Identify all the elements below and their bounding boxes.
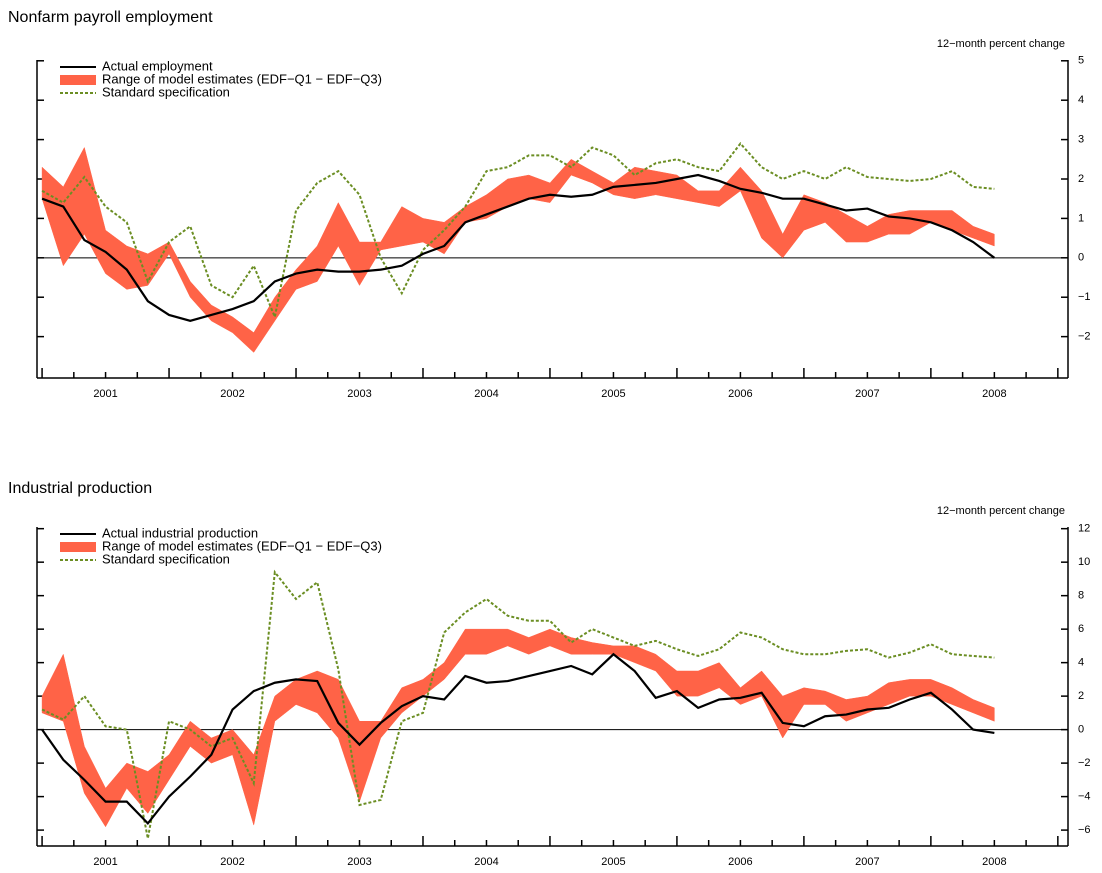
standard-line xyxy=(41,569,995,839)
legend-label: Range of model estimates (EDF−Q1 − EDF−Q… xyxy=(102,71,382,86)
x-tick-label: 2008 xyxy=(982,388,1006,400)
legend-label: Actual employment xyxy=(102,58,213,73)
actual-line xyxy=(41,173,996,323)
plot-area xyxy=(37,141,1068,353)
y-tick-label: 3 xyxy=(1078,134,1084,146)
range-band xyxy=(41,628,995,828)
legend-swatch xyxy=(60,75,96,85)
x-tick-label: 2006 xyxy=(728,388,752,400)
x-tick-label: 2007 xyxy=(855,856,879,868)
y-tick-label: 2 xyxy=(1078,690,1084,702)
x-tick-label: 2002 xyxy=(220,388,244,400)
y-tick-label: 12 xyxy=(1078,523,1090,535)
legend-label: Actual industrial production xyxy=(102,525,258,540)
x-tick-label: 2003 xyxy=(347,856,371,868)
y-tick-label: −2 xyxy=(1078,757,1091,769)
legend-label: Standard specification xyxy=(102,84,230,99)
x-tick-label: 2005 xyxy=(601,856,625,868)
y-tick-label: 4 xyxy=(1078,94,1084,106)
x-tick-label: 2006 xyxy=(728,856,752,868)
standard-line xyxy=(41,141,995,321)
legend-label: Range of model estimates (EDF−Q1 − EDF−Q… xyxy=(102,538,382,553)
x-tick-label: 2008 xyxy=(982,856,1006,868)
plot-area xyxy=(37,569,1068,839)
x-tick-label: 2005 xyxy=(601,388,625,400)
x-tick-label: 2001 xyxy=(93,388,117,400)
x-tick-label: 2002 xyxy=(220,856,244,868)
actual-line xyxy=(41,652,995,826)
y-tick-label: 5 xyxy=(1078,55,1084,67)
x-tick-label: 2004 xyxy=(474,856,498,868)
x-tick-label: 2004 xyxy=(474,388,498,400)
range-band xyxy=(41,146,995,353)
y-tick-label: 6 xyxy=(1078,623,1084,635)
x-tick-label: 2007 xyxy=(855,388,879,400)
y-tick-label: 2 xyxy=(1078,173,1084,185)
chart-title: Industrial production xyxy=(8,480,152,497)
y-tick-label: −1 xyxy=(1078,291,1091,303)
y-tick-label: −4 xyxy=(1078,791,1091,803)
y-tick-label: 0 xyxy=(1078,724,1084,736)
y-tick-label: 0 xyxy=(1078,252,1084,264)
y-tick-label: −6 xyxy=(1078,824,1091,836)
legend-label: Standard specification xyxy=(102,551,230,566)
y-tick-label: 1 xyxy=(1078,212,1084,224)
x-tick-label: 2003 xyxy=(347,388,371,400)
y-tick-label: 10 xyxy=(1078,556,1090,568)
legend-swatch xyxy=(60,542,96,552)
chart-title: Nonfarm payroll employment xyxy=(8,9,213,26)
y-tick-label: −2 xyxy=(1078,331,1091,343)
y-tick-label: 8 xyxy=(1078,590,1084,602)
y-tick-label: 4 xyxy=(1078,657,1084,669)
x-tick-label: 2001 xyxy=(93,856,117,868)
y-axis-label: 12−month percent change xyxy=(937,505,1065,517)
y-axis-label: 12−month percent change xyxy=(937,38,1065,50)
